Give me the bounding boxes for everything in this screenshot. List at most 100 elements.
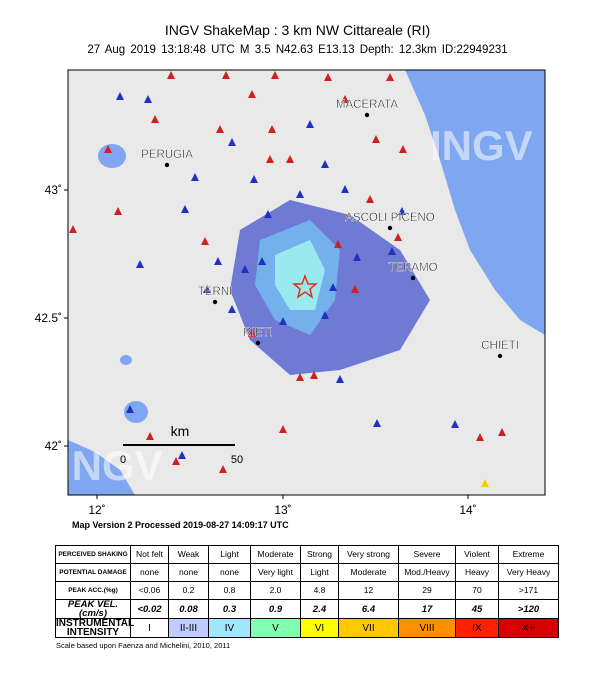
station	[172, 457, 180, 465]
table-cell: Very strong	[338, 545, 399, 564]
station	[296, 190, 304, 198]
table-cell: VIII	[398, 618, 456, 638]
table-cell: Extreme	[498, 545, 559, 564]
table-cell: Strong	[300, 545, 339, 564]
table-cell: <0.06	[130, 581, 169, 600]
city-marker	[364, 112, 370, 118]
row-intensity: INSTRUMENTAL INTENSITY I II-III IV V VI VII VII…	[55, 618, 559, 638]
row-acc: PEAK ACC.(%g) <0.06 0.2 0.8 2.0 4.8 12 29 70 >171	[55, 581, 559, 600]
table-cell: 0.9	[250, 599, 301, 619]
station	[228, 305, 236, 313]
table-cell: 0.08	[168, 599, 209, 619]
map-subtitle: 27 Aug 2019 13:18:48 UTC M 3.5 N42.63 E1…	[87, 44, 508, 56]
scale-label: 0	[120, 454, 126, 466]
table-cell: Light	[300, 563, 339, 582]
intensity-legend: PERCEIVED SHAKING Not felt Weak Light Modera…	[55, 545, 559, 638]
station	[481, 479, 489, 487]
table-cell: Very Heavy	[498, 563, 559, 582]
city-label: PERUGIA	[141, 149, 193, 161]
station	[248, 329, 256, 337]
city-marker	[410, 275, 416, 281]
sea	[68, 440, 135, 495]
table-cell: Light	[208, 545, 251, 564]
station	[146, 432, 154, 440]
sea	[405, 70, 545, 335]
station	[341, 95, 349, 103]
scale-label: 50	[231, 454, 243, 466]
table-cell: 0.8	[208, 581, 251, 600]
station	[366, 195, 374, 203]
station	[271, 71, 279, 79]
station	[498, 428, 506, 436]
watermark: INGV	[430, 122, 533, 169]
city-marker	[497, 353, 503, 359]
table-cell: 29	[398, 581, 456, 600]
city-label: RIETI	[243, 327, 272, 339]
station	[399, 145, 407, 153]
station	[181, 205, 189, 213]
map-version: Map Version 2 Processed 2019-08-27 14:09…	[72, 520, 289, 530]
watermark: INGV	[60, 442, 163, 489]
lat-label: 42.5˚	[35, 311, 62, 325]
row-damage: POTENTIAL DAMAGE none none none Very light Li…	[55, 563, 559, 582]
station	[329, 283, 337, 291]
station	[203, 285, 211, 293]
table-cell: Weak	[168, 545, 209, 564]
station	[373, 419, 381, 427]
station	[144, 95, 152, 103]
footnote: Scale based upon Faenza and Michelini, 2…	[56, 641, 231, 650]
table-cell: <0.02	[130, 599, 169, 619]
table-cell: V	[250, 618, 301, 638]
table-cell: IV	[208, 618, 251, 638]
city-marker	[164, 162, 170, 168]
station	[268, 125, 276, 133]
station	[398, 207, 406, 215]
station	[286, 155, 294, 163]
city-marker	[212, 299, 218, 305]
table-cell: I	[130, 618, 169, 638]
station	[258, 257, 266, 265]
city-label: CHIETI	[481, 340, 519, 352]
table-cell: 12	[338, 581, 399, 600]
station	[167, 71, 175, 79]
map-title: INGV ShakeMap : 3 km NW Cittareale (RI)	[164, 22, 431, 38]
station	[334, 240, 342, 248]
station	[228, 138, 236, 146]
city-label: TERAMO	[388, 262, 437, 274]
table-cell: >120	[498, 599, 559, 619]
table-cell: 70	[455, 581, 499, 600]
row-label: PERCEIVED SHAKING	[55, 545, 131, 564]
table-cell: IX	[455, 618, 499, 638]
map-frame	[67, 69, 546, 496]
station	[306, 120, 314, 128]
station	[266, 155, 274, 163]
table-cell: II-III	[168, 618, 209, 638]
station	[296, 373, 304, 381]
station	[114, 207, 122, 215]
station	[104, 145, 112, 153]
station	[351, 285, 359, 293]
station	[222, 71, 230, 79]
epicenter	[291, 273, 319, 299]
lon-label: 12˚	[88, 503, 105, 517]
city-label: MACERATA	[336, 99, 399, 111]
row-shaking: PERCEIVED SHAKING Not felt Weak Light Modera…	[55, 545, 559, 564]
table-cell: 0.2	[168, 581, 209, 600]
station	[178, 451, 186, 459]
table-cell: Moderate	[250, 545, 301, 564]
map-area: INGV INGV	[60, 70, 545, 495]
table-cell: Moderate	[338, 563, 399, 582]
table-cell: 0.3	[208, 599, 251, 619]
lake	[98, 144, 126, 168]
station	[214, 257, 222, 265]
station	[241, 265, 249, 273]
table-cell: VI	[300, 618, 339, 638]
table-cell: 2.0	[250, 581, 301, 600]
station	[216, 125, 224, 133]
table-cell: Very light	[250, 563, 301, 582]
lat-label: 43˚	[45, 183, 62, 197]
table-cell: Mod./Heavy	[398, 563, 456, 582]
table-cell: none	[130, 563, 169, 582]
table-cell: Not felt	[130, 545, 169, 564]
row-label: INSTRUMENTAL INTENSITY	[55, 618, 135, 638]
